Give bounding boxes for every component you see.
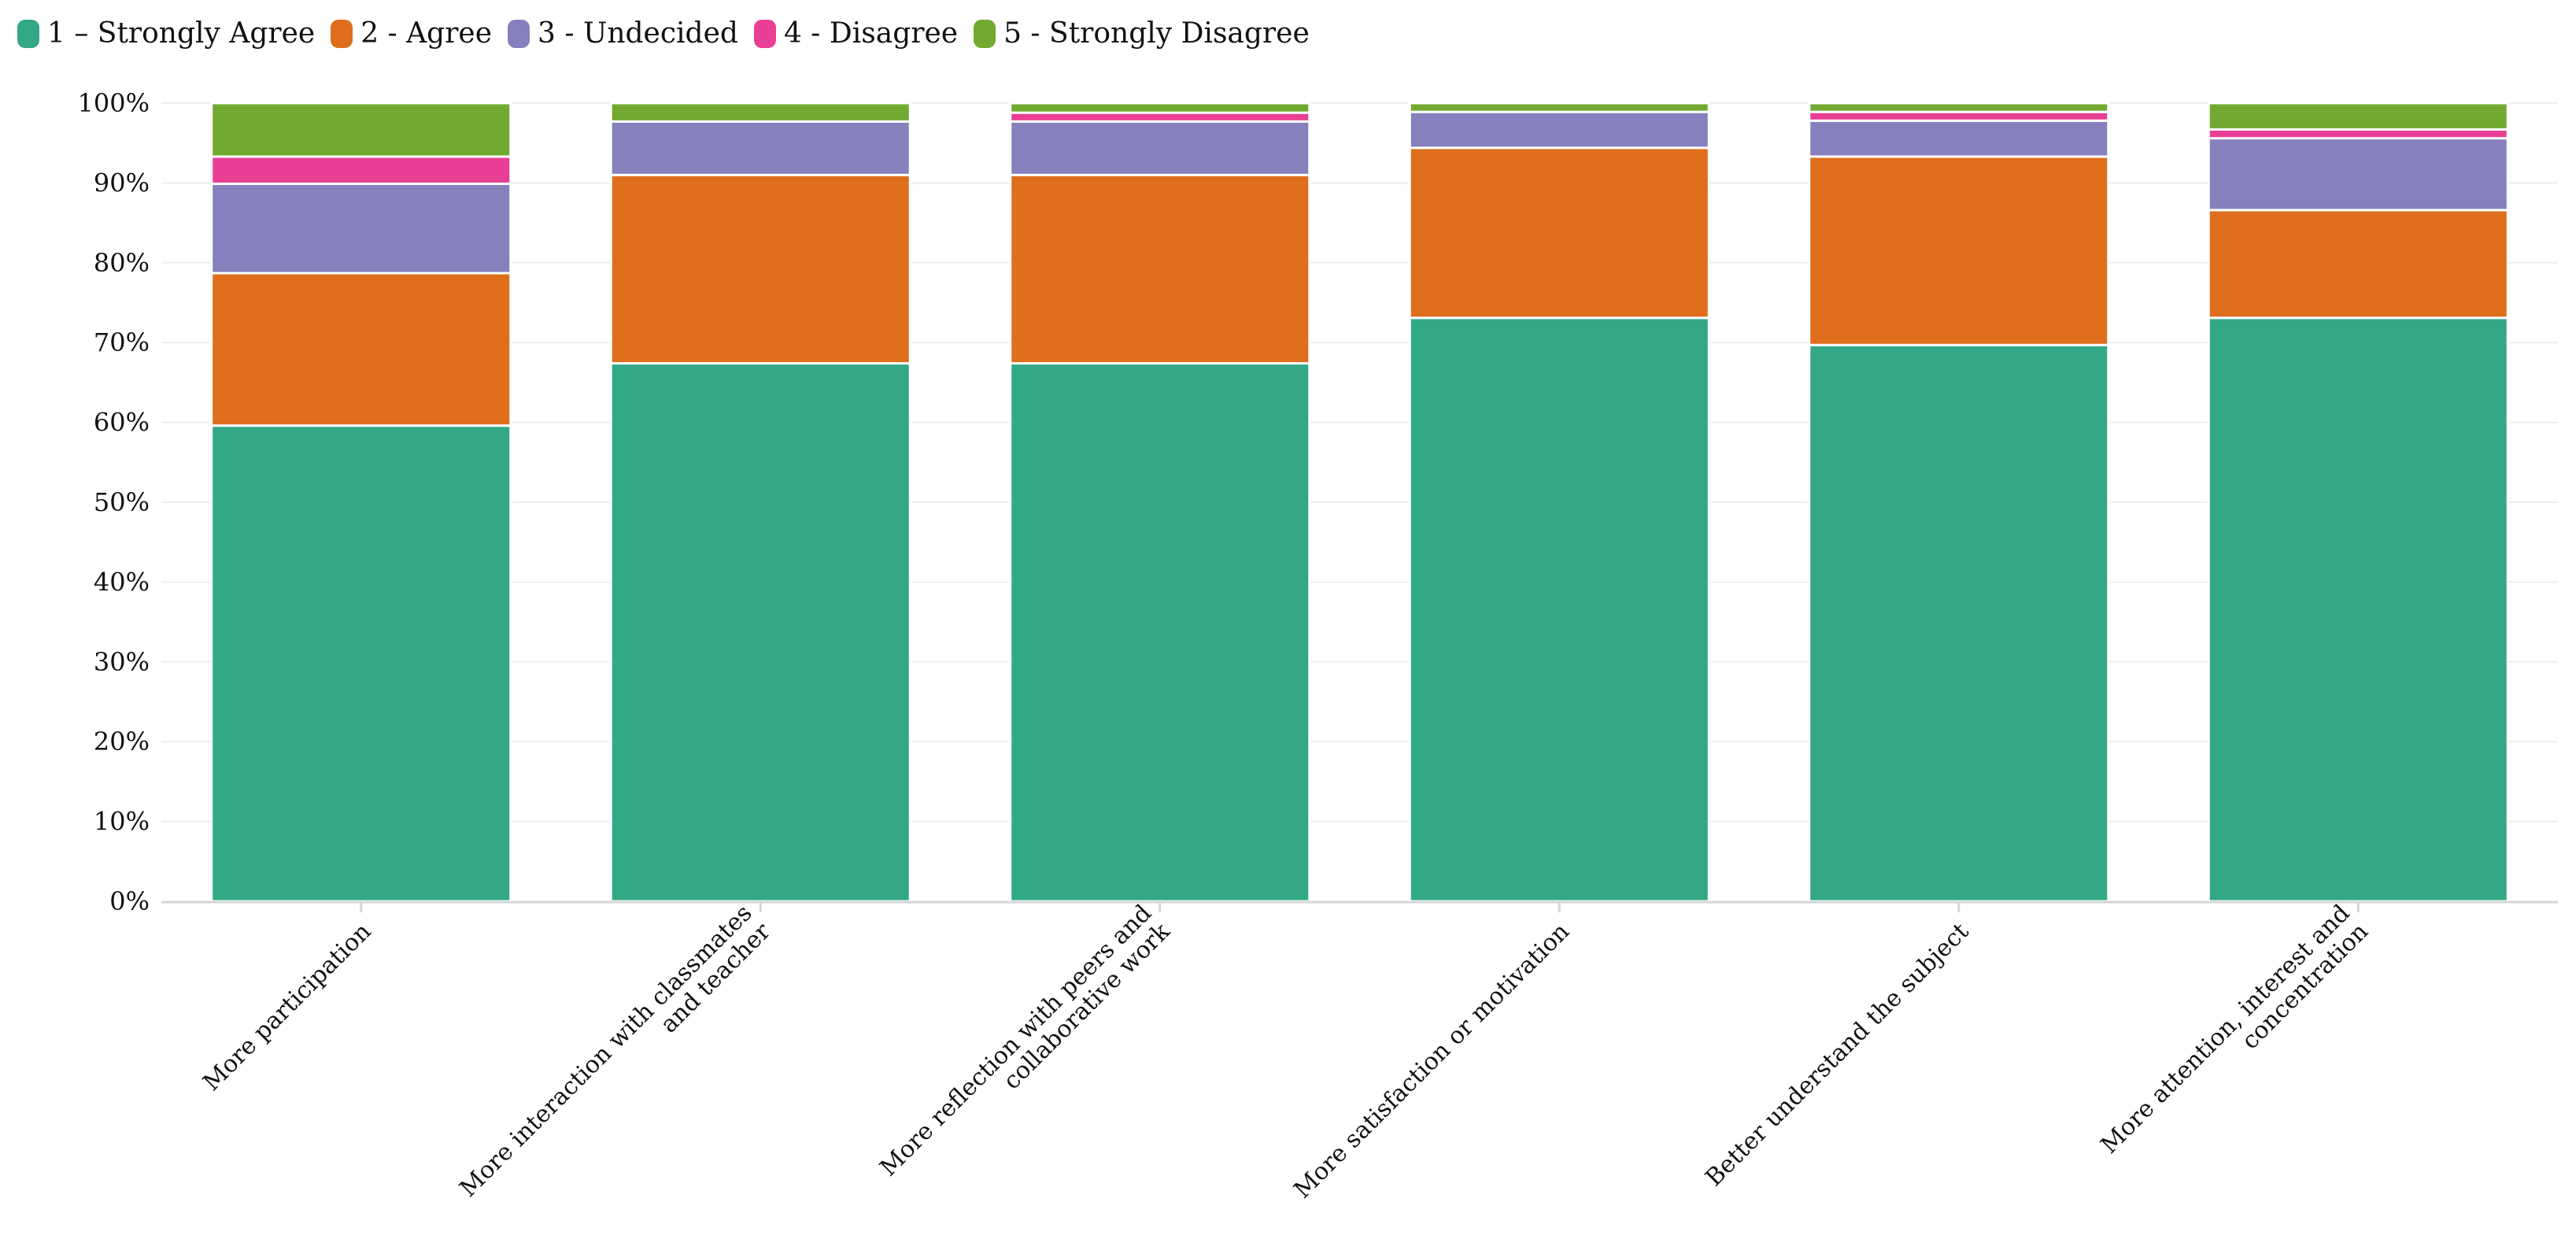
- y-tick-label: 0%: [109, 886, 150, 916]
- bar-segment-1-strongly-agree[interactable]: [210, 424, 512, 903]
- bar-segment-2-agree[interactable]: [210, 272, 512, 427]
- bar-segment-1-strongly-agree[interactable]: [609, 362, 911, 903]
- bar-segment-1-strongly-agree[interactable]: [1009, 362, 1311, 903]
- bar-segment-1-strongly-agree[interactable]: [2207, 316, 2509, 903]
- y-tick-label: 10%: [94, 807, 150, 837]
- bar-segment-2-agree[interactable]: [1009, 173, 1311, 365]
- legend-label: 4 - Disagree: [783, 17, 959, 50]
- bar-segment-2-agree[interactable]: [1408, 146, 1710, 320]
- legend-swatch: [17, 19, 39, 48]
- legend-swatch: [974, 19, 996, 48]
- legend-item-undecided[interactable]: 3 - Undecided: [508, 17, 738, 50]
- legend-swatch: [508, 19, 530, 48]
- y-tick-label: 50%: [94, 487, 150, 517]
- bar-segment-1-strongly-agree[interactable]: [1808, 343, 2110, 903]
- legend-item-strongly-agree[interactable]: 1 – Strongly Agree: [17, 17, 315, 50]
- legend-item-agree[interactable]: 2 - Agree: [331, 17, 492, 50]
- legend-item-strongly-disagree[interactable]: 5 - Strongly Disagree: [974, 17, 1310, 50]
- y-tick-label: 100%: [78, 88, 150, 118]
- legend-swatch: [331, 19, 353, 48]
- y-tick-label: 30%: [94, 647, 150, 677]
- bar-segment-4-disagree[interactable]: [1808, 110, 2110, 122]
- axes: [161, 901, 2558, 912]
- gridlines: [161, 102, 2558, 823]
- bar-segment-3-undecided[interactable]: [2207, 137, 2509, 212]
- y-tick-label: 70%: [94, 327, 150, 357]
- bar-segment-3-undecided[interactable]: [210, 182, 512, 275]
- bar-segment-4-disagree[interactable]: [210, 155, 512, 185]
- legend-label: 2 - Agree: [360, 17, 493, 50]
- x-tick-label: Better understand the subject: [1700, 918, 1974, 1192]
- x-tick-label: More reflection with peers andcollaborat…: [874, 899, 1176, 1200]
- x-tick-label: More attention, interest andconcentratio…: [2095, 900, 2373, 1178]
- x-tick-label: More interaction with classmatesand teac…: [455, 899, 777, 1221]
- bar-segment-5-strongly-disagree[interactable]: [210, 102, 512, 158]
- bar-segment-5-strongly-disagree[interactable]: [1808, 102, 2110, 113]
- bar-segment-3-undecided[interactable]: [609, 120, 911, 176]
- bar-segment-3-undecided[interactable]: [1408, 110, 1710, 150]
- y-tick-label: 40%: [94, 567, 150, 597]
- y-tick-label: 80%: [94, 248, 150, 278]
- bar-segment-1-strongly-agree[interactable]: [1408, 316, 1710, 903]
- bar-segment-5-strongly-disagree[interactable]: [1408, 102, 1710, 113]
- y-tick-label: 20%: [94, 727, 150, 756]
- y-tick-label: 90%: [94, 168, 150, 198]
- bars: [210, 102, 2509, 903]
- legend-item-disagree[interactable]: 4 - Disagree: [753, 17, 959, 50]
- bar-segment-3-undecided[interactable]: [1009, 120, 1311, 176]
- bar-segment-5-strongly-disagree[interactable]: [609, 102, 911, 123]
- x-tick-label: More satisfaction or motivation: [1288, 918, 1574, 1204]
- x-tick-label: More participation: [198, 918, 376, 1097]
- bar-segment-3-undecided[interactable]: [1808, 119, 2110, 158]
- chart-legend: 1 – Strongly Agree 2 - Agree 3 - Undecid…: [17, 17, 1310, 50]
- bar-segment-2-agree[interactable]: [1808, 155, 2110, 346]
- bar-segment-2-agree[interactable]: [609, 173, 911, 365]
- bar-segment-2-agree[interactable]: [2207, 209, 2509, 320]
- bar-segment-5-strongly-disagree[interactable]: [2207, 102, 2509, 131]
- legend-label: 3 - Undecided: [538, 17, 738, 50]
- bar-segment-4-disagree[interactable]: [2207, 128, 2509, 140]
- bar-segment-4-disagree[interactable]: [1009, 111, 1311, 123]
- legend-label: 1 – Strongly Agree: [47, 17, 316, 50]
- legend-label: 5 - Strongly Disagree: [1003, 17, 1310, 50]
- bar-segment-5-strongly-disagree[interactable]: [1009, 102, 1311, 114]
- y-tick-label: 60%: [94, 408, 150, 438]
- legend-swatch: [753, 19, 776, 48]
